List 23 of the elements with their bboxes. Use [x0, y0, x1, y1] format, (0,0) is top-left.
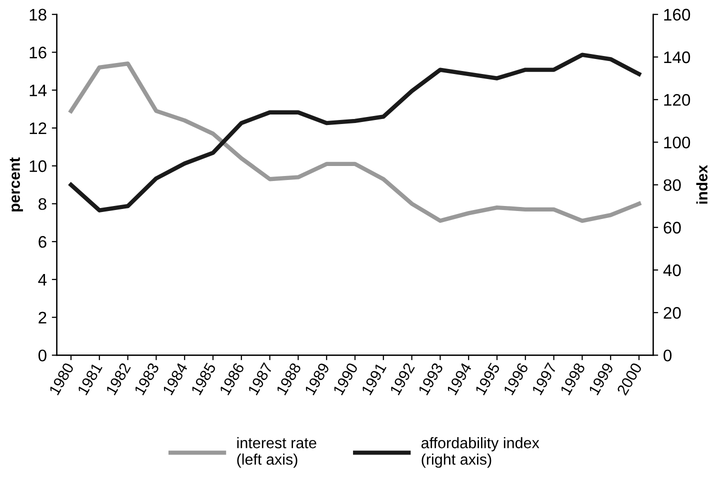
y2-tick-label: 80	[664, 179, 681, 192]
y-tick-label: 12	[30, 122, 46, 134]
y2-axis-title: index	[696, 164, 708, 204]
y2-tick-label: 40	[663, 264, 681, 276]
legend-label: interest rate (left axis)	[237, 437, 316, 468]
y-tick-label: 10	[30, 160, 46, 172]
y-tick-label: 18	[30, 8, 46, 21]
y2-tick-label: 160	[664, 8, 690, 21]
y2-tick-label: 120	[664, 94, 690, 106]
y-tick-label: 6	[38, 236, 46, 248]
legend-label: affordability index (right axis)	[421, 437, 540, 468]
y2-tick-label: 60	[664, 222, 681, 234]
y-tick-label: 8	[38, 198, 46, 210]
y-tick-label: 0	[38, 350, 46, 362]
y-tick-label: 4	[38, 274, 47, 286]
y2-tick-label: 0	[664, 350, 672, 362]
y-tick-label: 2	[38, 312, 46, 324]
y2-tick-label: 20	[664, 307, 681, 319]
y-tick-label: 14	[30, 84, 47, 96]
y-tick-label: 16	[30, 46, 46, 58]
y2-tick-label: 140	[664, 51, 690, 64]
y2-tick-label: 100	[664, 136, 690, 148]
y-axis-title: percent	[10, 157, 23, 212]
